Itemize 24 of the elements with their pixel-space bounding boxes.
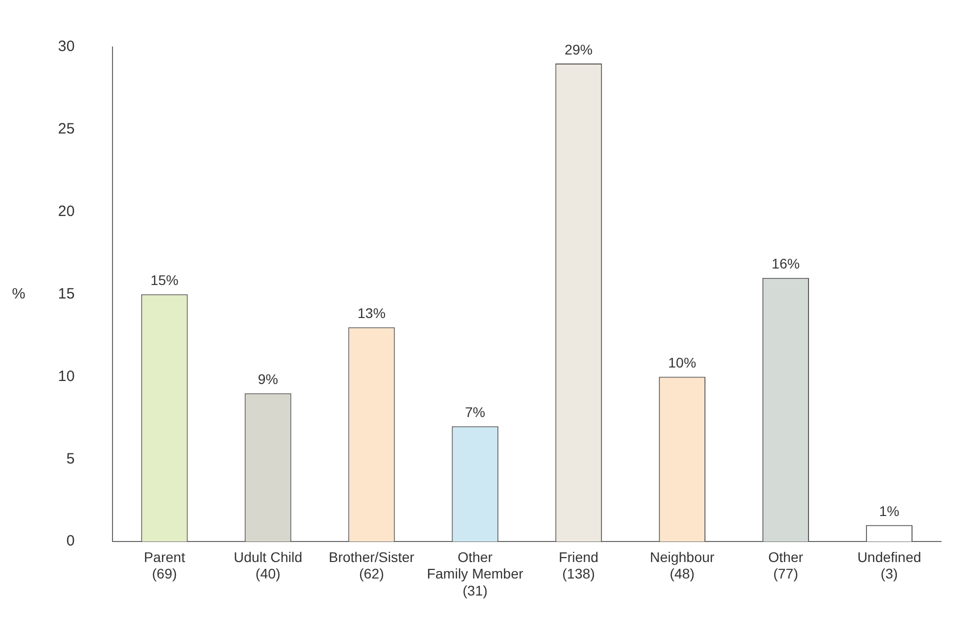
y-tick-label: 25: [58, 120, 75, 138]
x-tick-label: Neighbour (48): [650, 548, 715, 582]
y-tick-label: 30: [58, 38, 75, 56]
x-tick-label: Other Family Member (31): [426, 548, 524, 598]
data-label: 13%: [358, 305, 386, 322]
data-label: 15%: [150, 272, 178, 288]
y-tick-label: 5: [66, 450, 75, 468]
x-tick-label: Parent (69): [144, 548, 186, 582]
y-tick-label: 10: [58, 368, 75, 385]
y-axis-title: %: [12, 285, 26, 302]
y-tick-label: 0: [66, 532, 75, 550]
x-tick-label: Friend (138): [558, 548, 598, 582]
x-tick-label: Other (77): [768, 548, 804, 582]
data-label: 29%: [564, 41, 593, 58]
data-label: 9%: [258, 371, 278, 388]
data-label: 10%: [668, 354, 696, 371]
y-tick-label: 20: [58, 203, 75, 220]
data-label: 1%: [879, 502, 900, 519]
data-label: 7%: [464, 404, 486, 420]
data-label: 16%: [772, 256, 800, 272]
x-tick-label: Undefined (3): [857, 548, 922, 582]
y-tick-label: 15: [58, 285, 75, 302]
x-tick-label: Udult Child (40): [234, 548, 302, 582]
x-tick-label: Brother/Sister (62): [328, 548, 415, 582]
